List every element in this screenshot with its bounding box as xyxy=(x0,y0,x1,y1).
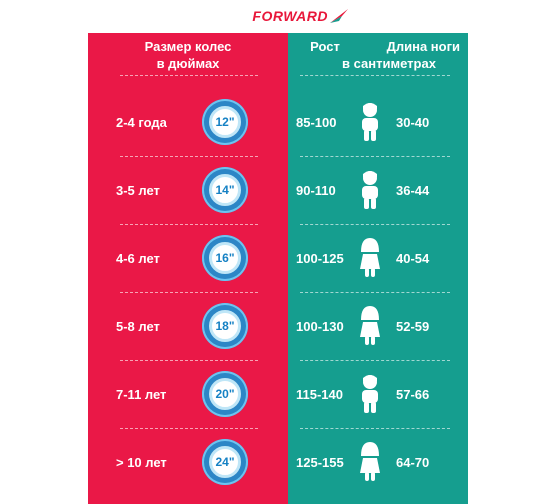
girl-icon xyxy=(358,306,382,346)
row-divider xyxy=(300,292,450,293)
leg-length-range: 52-59 xyxy=(396,318,430,334)
height-range: 115-140 xyxy=(296,386,343,402)
leg-length-range: 64-70 xyxy=(396,454,430,470)
girl-icon xyxy=(358,238,382,278)
age-range: 5-8 лет xyxy=(116,318,160,334)
table-row: 3-5 лет 14" 90-110 36-44 xyxy=(0,160,560,220)
row-divider xyxy=(120,360,258,361)
wheel-icon: 12" xyxy=(202,99,248,145)
leg-length-range: 36-44 xyxy=(396,182,430,198)
wheel-icon: 14" xyxy=(202,167,248,213)
height-range: 90-110 xyxy=(296,182,336,198)
wheel-size: 12" xyxy=(209,106,241,138)
leg-length-header: Длина ноги xyxy=(386,39,460,54)
wheel-icon: 16" xyxy=(202,235,248,281)
boy-icon xyxy=(358,374,382,414)
leg-length-range: 30-40 xyxy=(396,114,430,130)
table-row: 2-4 года 12" 85-100 30-40 xyxy=(0,92,560,152)
height-range: 100-125 xyxy=(296,250,344,266)
height-range: 100-130 xyxy=(296,318,344,334)
row-divider xyxy=(300,156,450,157)
table-row: 4-6 лет 16" 100-125 40-54 xyxy=(0,228,560,288)
table-row: 7-11 лет 20" 115-140 57-66 xyxy=(0,364,560,424)
row-divider xyxy=(300,360,450,361)
girl-icon xyxy=(358,442,382,482)
wheel-size: 14" xyxy=(209,174,241,206)
unit-header: в сантиметрах xyxy=(342,56,436,71)
height-range: 125-155 xyxy=(296,454,344,470)
boy-icon xyxy=(358,102,382,142)
wheel-icon: 24" xyxy=(202,439,248,485)
row-divider xyxy=(300,224,450,225)
row-divider xyxy=(300,428,450,429)
age-range: 3-5 лет xyxy=(116,182,160,198)
wheel-size-header-line1: Размер колес xyxy=(144,39,232,54)
age-range: 7-11 лет xyxy=(116,386,167,402)
age-range: 2-4 года xyxy=(116,114,167,130)
wheel-size: 16" xyxy=(209,242,241,274)
wheel-size-panel xyxy=(88,33,288,504)
wheel-icon: 20" xyxy=(202,371,248,417)
leg-length-range: 57-66 xyxy=(396,386,430,402)
boy-icon xyxy=(358,170,382,210)
row-divider xyxy=(300,75,450,76)
age-range: > 10 лет xyxy=(116,454,167,470)
wheel-size: 24" xyxy=(209,446,241,478)
table-row: > 10 лет 24" 125-155 64-70 xyxy=(0,432,560,492)
age-range: 4-6 лет xyxy=(116,250,160,266)
row-divider xyxy=(120,75,258,76)
table-row: 5-8 лет 18" 100-130 52-59 xyxy=(0,296,560,356)
row-divider xyxy=(120,292,258,293)
height-header: Рост xyxy=(310,39,340,54)
wheel-size-header: Размер колес в дюймах xyxy=(88,38,288,72)
row-divider xyxy=(120,156,258,157)
row-divider xyxy=(120,224,258,225)
wheel-size: 18" xyxy=(209,310,241,342)
brand-arrow-icon xyxy=(330,9,348,23)
brand-name: FORWARD xyxy=(252,8,328,24)
brand-logo: FORWARD xyxy=(0,4,560,32)
row-divider xyxy=(120,428,258,429)
wheel-size: 20" xyxy=(209,378,241,410)
wheel-size-header-line2: в дюймах xyxy=(156,56,220,71)
height-range: 85-100 xyxy=(296,114,337,130)
leg-length-range: 40-54 xyxy=(396,250,430,266)
wheel-icon: 18" xyxy=(202,303,248,349)
